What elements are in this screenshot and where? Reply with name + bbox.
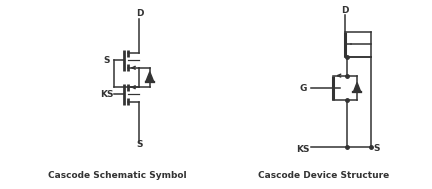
Text: S: S — [137, 140, 143, 149]
Polygon shape — [353, 83, 361, 92]
Text: Cascode Device Structure: Cascode Device Structure — [258, 171, 390, 180]
Text: S: S — [103, 56, 110, 65]
Text: G: G — [299, 84, 307, 93]
Polygon shape — [146, 72, 154, 82]
Text: S: S — [374, 144, 380, 153]
Text: D: D — [137, 9, 144, 18]
Text: Cascode Schematic Symbol: Cascode Schematic Symbol — [48, 171, 187, 180]
Text: D: D — [341, 6, 349, 15]
Text: KS: KS — [100, 90, 114, 99]
Text: KS: KS — [297, 145, 310, 154]
